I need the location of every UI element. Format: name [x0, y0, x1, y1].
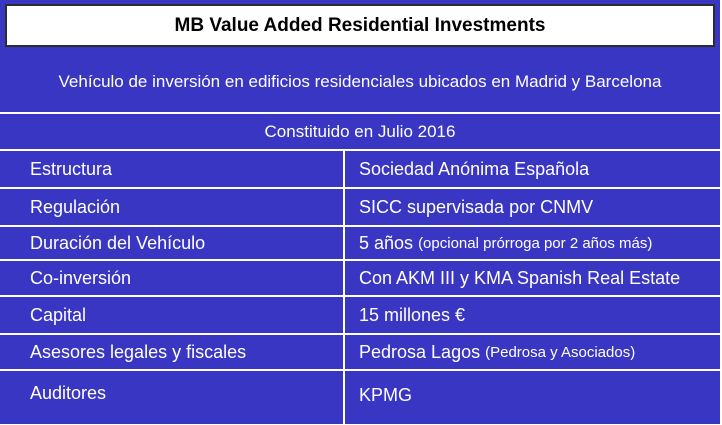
- value-text: Con AKM III y KMA Spanish Real Estate: [359, 267, 681, 288]
- table-title: MB Value Added Residential Investments: [5, 4, 715, 47]
- row-label-auditores: Auditores: [30, 382, 107, 403]
- row-label-capital: Capital: [30, 304, 87, 325]
- value-text: 15 millones €: [359, 304, 466, 325]
- row-label-duracion: Duración del Vehículo: [30, 232, 206, 253]
- value-text: SICC supervisada por CNMV: [359, 196, 594, 217]
- value-note: (Pedrosa y Asociados): [485, 343, 636, 361]
- subtitle-row: Vehículo de inversión en edificios resid…: [0, 52, 720, 112]
- column-divider: [343, 151, 345, 424]
- separator: [0, 333, 720, 335]
- constituted-row: Constituido en Julio 2016: [0, 114, 720, 149]
- row-value-coinversion: Con AKM III y KMA Spanish Real Estate: [359, 261, 680, 295]
- row-label-asesores: Asesores legales y fiscales: [30, 341, 247, 362]
- row-value-asesores: Pedrosa Lagos (Pedrosa y Asociados): [359, 335, 635, 369]
- separator: [0, 112, 720, 114]
- separator: [0, 369, 720, 371]
- row-label-coinversion: Co-inversión: [30, 267, 132, 288]
- separator: [0, 149, 720, 151]
- value-text: KPMG: [359, 384, 413, 405]
- row-label-estructura: Estructura: [30, 158, 113, 179]
- value-text: Sociedad Anónima Española: [359, 158, 590, 179]
- row-value-duracion: 5 años (opcional prórroga por 2 años más…: [359, 227, 652, 259]
- separator: [0, 187, 720, 189]
- row-value-capital: 15 millones €: [359, 297, 465, 333]
- row-value-estructura: Sociedad Anónima Española: [359, 151, 589, 187]
- separator: [0, 295, 720, 297]
- row-value-regulacion: SICC supervisada por CNMV: [359, 189, 593, 225]
- subtitle-text: Vehículo de inversión en edificios resid…: [58, 72, 662, 91]
- separator: [0, 259, 720, 261]
- constituted-text: Constituido en Julio 2016: [264, 121, 456, 141]
- value-text: 5 años: [359, 232, 414, 253]
- row-value-auditores: KPMG: [359, 371, 412, 419]
- value-note: (opcional prórroga por 2 años más): [418, 234, 653, 252]
- value-text: Pedrosa Lagos: [359, 341, 481, 362]
- row-label-regulacion: Regulación: [30, 196, 121, 217]
- separator: [0, 225, 720, 227]
